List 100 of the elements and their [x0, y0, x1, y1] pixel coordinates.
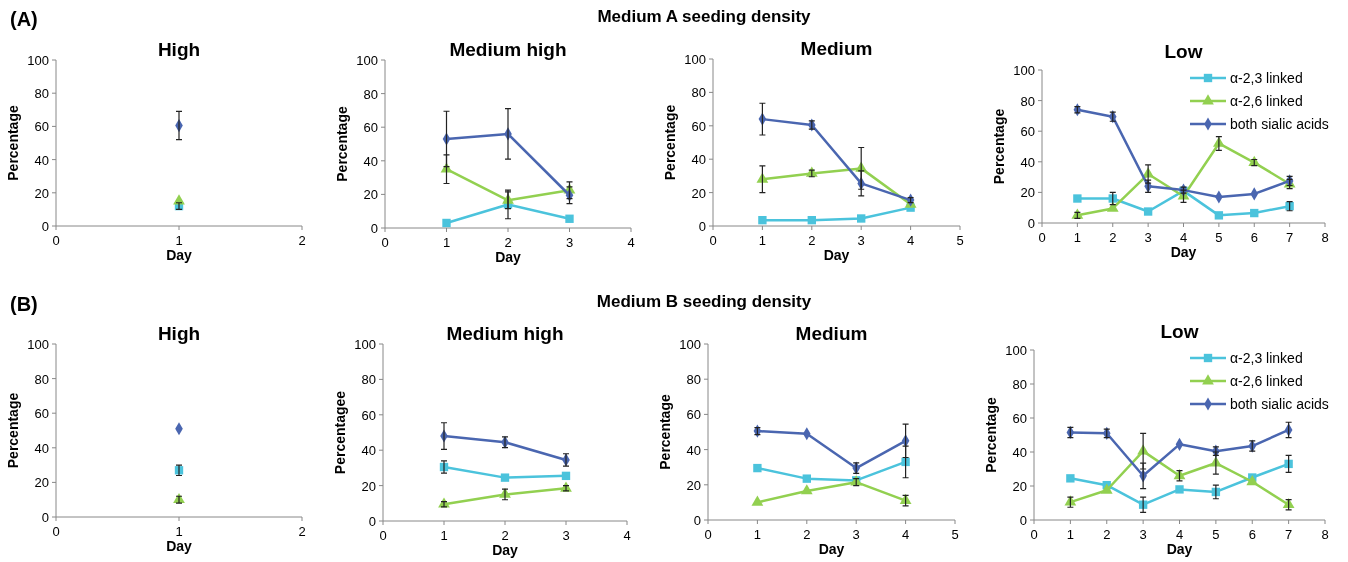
point — [1066, 474, 1075, 483]
x-tick-label: 3 — [857, 233, 865, 248]
x-tick-label: 1 — [175, 524, 183, 539]
x-axis-title: Day — [492, 542, 519, 558]
y-tick-label: 20 — [686, 477, 701, 493]
x-tick-label: 1 — [175, 233, 183, 248]
point — [807, 215, 816, 225]
y-tick-label: 80 — [34, 86, 49, 102]
y-tick-label: 60 — [691, 118, 706, 134]
legend-label: α-2,3 linked — [1230, 70, 1303, 86]
x-tick-label: 0 — [52, 233, 60, 248]
x-tick-label: 3 — [1144, 230, 1152, 245]
x-tick-label: 4 — [627, 235, 635, 250]
x-tick-label: 2 — [501, 528, 509, 543]
y-tick-label: 0 — [41, 219, 49, 234]
text: Medium B seeding density — [596, 292, 812, 311]
x-tick-label: 2 — [298, 524, 306, 539]
point — [1073, 194, 1082, 203]
x-tick-label: 1 — [753, 527, 762, 542]
x-tick-label: 4 — [1175, 527, 1184, 542]
y-tick-label: 0 — [1019, 513, 1027, 528]
x-tick-label: 2 — [1109, 230, 1117, 245]
x-tick-label: 3 — [1139, 527, 1147, 542]
y-tick-label: 20 — [363, 187, 378, 203]
y-tick-label: 80 — [1020, 93, 1035, 109]
x-tick-label: 3 — [565, 235, 574, 250]
point — [800, 484, 813, 495]
y-tick-label: 20 — [361, 478, 376, 494]
legend-label: α-2,6 linked — [1230, 93, 1303, 109]
text: (A) — [10, 8, 38, 30]
y-tick-label: 80 — [691, 85, 706, 101]
x-tick-label: 2 — [808, 233, 816, 248]
x-tick-label: 6 — [1248, 527, 1256, 542]
y-axis-title: Percentage — [991, 108, 1007, 185]
y-tick-label: 100 — [679, 337, 701, 352]
y-axis-title: Percentage — [334, 106, 350, 182]
y-tick-label: 20 — [691, 185, 706, 201]
point — [561, 471, 571, 481]
y-tick-label: 40 — [686, 442, 701, 458]
x-tick-label: 7 — [1285, 527, 1293, 542]
x-tick-label: 3 — [562, 528, 570, 543]
y-tick-label: 80 — [34, 371, 49, 387]
y-tick-label: 100 — [356, 53, 378, 68]
y-tick-label: 100 — [1013, 63, 1035, 78]
legend-label: both sialic acids — [1230, 396, 1329, 412]
y-axis-title: Percentagee — [332, 390, 348, 475]
y-tick-label: 0 — [698, 219, 706, 234]
x-tick-label: 2 — [1103, 527, 1111, 542]
y-axis-title: Percentage — [983, 397, 999, 473]
legend-label: α-2,6 linked — [1230, 373, 1303, 389]
x-tick-label: 0 — [52, 524, 60, 539]
x-tick-label: 2 — [298, 233, 306, 248]
chart-title: High — [157, 323, 201, 344]
y-tick-label: 60 — [1020, 124, 1035, 140]
x-tick-label: 5 — [1212, 527, 1220, 542]
y-tick-label: 40 — [1012, 445, 1027, 460]
chart-title: High — [157, 39, 201, 60]
point — [1106, 201, 1119, 212]
point — [753, 463, 762, 473]
point — [758, 215, 767, 225]
x-tick-label: 4 — [623, 528, 631, 543]
x-tick-label: 7 — [1286, 230, 1294, 245]
y-axis-title: Percentage — [5, 392, 21, 469]
chart-title: Medium high — [449, 39, 567, 60]
y-tick-label: 0 — [693, 513, 701, 528]
x-tick-label: 4 — [901, 527, 910, 542]
x-tick-label: 1 — [442, 235, 451, 250]
y-tick-label: 20 — [34, 185, 49, 201]
chart-title: Medium high — [446, 323, 564, 344]
y-tick-label: 0 — [368, 514, 376, 529]
y-tick-label: 60 — [1012, 411, 1027, 426]
y-tick-label: 60 — [363, 120, 378, 136]
y-tick-label: 60 — [34, 119, 49, 135]
legend-label: both sialic acids — [1230, 116, 1329, 132]
point — [1143, 207, 1153, 216]
x-tick-label: 1 — [440, 528, 448, 543]
x-tick-label: 8 — [1321, 230, 1329, 245]
point — [802, 474, 811, 483]
chart-title: Medium — [795, 323, 868, 344]
x-axis-title: Day — [818, 541, 845, 557]
y-tick-label: 80 — [686, 372, 701, 388]
y-axis-title: Percentage — [662, 104, 678, 181]
y-tick-label: 60 — [361, 407, 376, 423]
x-axis-title: Day — [495, 249, 522, 265]
point — [1175, 485, 1184, 494]
y-tick-label: 60 — [34, 406, 49, 422]
text: (B) — [10, 293, 38, 315]
point — [442, 218, 451, 228]
x-tick-label: 6 — [1250, 230, 1258, 245]
point — [857, 214, 866, 223]
y-tick-label: 100 — [27, 53, 49, 68]
legend-label: α-2,3 linked — [1230, 350, 1303, 366]
point — [1246, 474, 1259, 486]
y-tick-label: 80 — [361, 372, 376, 388]
y-tick-label: 40 — [361, 443, 376, 459]
x-tick-label: 1 — [758, 233, 767, 248]
y-axis-title: Percentage — [5, 105, 21, 181]
x-tick-label: 0 — [709, 233, 717, 248]
x-tick-label: 0 — [381, 235, 389, 250]
x-axis-title: Day — [166, 247, 193, 263]
